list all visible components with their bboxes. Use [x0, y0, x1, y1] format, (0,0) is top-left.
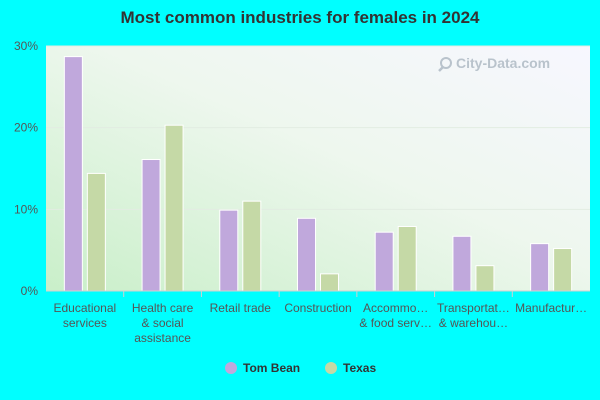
bar-tom-bean[interactable] [141, 159, 161, 292]
bar-tom-bean[interactable] [374, 231, 394, 292]
bar-texas[interactable] [475, 265, 495, 292]
legend-swatch [325, 362, 337, 374]
y-tick-label: 20% [14, 121, 38, 135]
x-tick-label: Construction [284, 301, 351, 315]
bar-tom-bean[interactable] [530, 243, 550, 292]
bar-texas[interactable] [164, 124, 184, 292]
bar-texas[interactable] [320, 273, 339, 292]
bar-tom-bean[interactable] [63, 56, 83, 292]
x-tick-label: Accommo… & food serv… [359, 301, 432, 330]
bar-texas[interactable] [397, 225, 417, 292]
x-tick-label: Transportat… & warehou… [437, 301, 510, 330]
x-tick-label: Manufactur… [515, 301, 587, 315]
y-tick-label: 0% [21, 284, 39, 298]
watermark: City-Data.com [438, 55, 550, 72]
legend-item-tom-bean[interactable]: Tom Bean [225, 361, 300, 375]
x-tick-label: Educational services [53, 301, 116, 330]
bar-texas[interactable] [86, 172, 106, 292]
plot-area [46, 46, 590, 291]
legend-label: Tom Bean [243, 361, 300, 375]
x-tick-label: Retail trade [210, 301, 272, 315]
x-tick-label: Health care & social assistance [132, 301, 194, 345]
legend-swatch [225, 362, 237, 374]
legend-label: Texas [343, 361, 376, 375]
bar-tom-bean[interactable] [452, 235, 472, 292]
legend-item-texas[interactable]: Texas [325, 361, 376, 375]
y-tick-label: 30% [14, 39, 38, 53]
bar-texas[interactable] [553, 248, 573, 292]
bar-tom-bean[interactable] [297, 217, 316, 292]
bar-tom-bean[interactable] [219, 209, 239, 292]
chart-title: Most common industries for females in 20… [120, 8, 480, 27]
magnifier-icon [438, 57, 452, 72]
bar-texas[interactable] [242, 200, 262, 292]
watermark-text: City-Data.com [456, 55, 550, 71]
y-tick-label: 10% [14, 202, 38, 216]
